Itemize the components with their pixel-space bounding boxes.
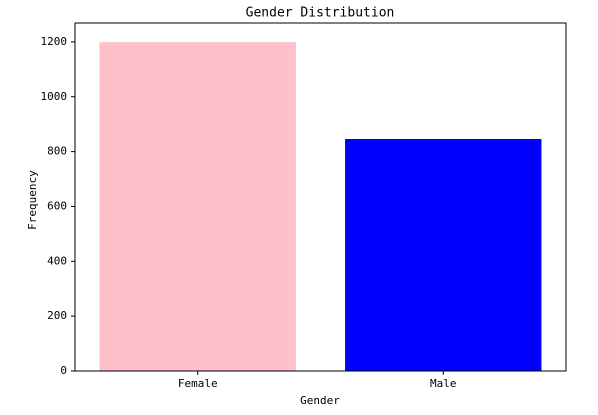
bar xyxy=(99,42,296,371)
x-axis-label: Gender xyxy=(300,394,340,407)
y-tick-label: 1200 xyxy=(41,35,68,48)
chart-title: Gender Distribution xyxy=(246,6,395,21)
bar xyxy=(345,139,542,371)
y-tick-label: 0 xyxy=(60,364,67,377)
y-tick-label: 1000 xyxy=(41,90,68,103)
x-tick-label: Female xyxy=(178,377,218,390)
plot-frame xyxy=(74,22,567,372)
x-tick-label: Male xyxy=(430,377,457,390)
y-axis-label: Frequency xyxy=(26,170,39,230)
y-tick-label: 400 xyxy=(47,254,67,267)
y-tick-label: 200 xyxy=(47,309,67,322)
y-tick-label: 800 xyxy=(47,145,67,158)
y-tick-label: 600 xyxy=(47,199,67,212)
